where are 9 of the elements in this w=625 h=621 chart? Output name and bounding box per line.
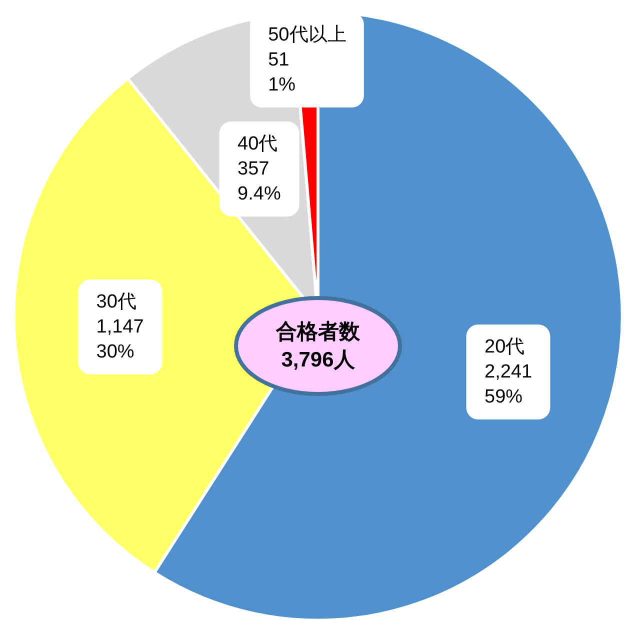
text: 合格者数 3,796人 bbox=[275, 320, 361, 372]
slice-label: 30代 bbox=[96, 291, 136, 312]
slice-label: 40代 bbox=[238, 133, 278, 154]
data-label: 357 9.4% bbox=[238, 158, 281, 204]
data-label: 1,147 30% bbox=[96, 316, 144, 362]
slice-label: 50代以上 bbox=[268, 24, 346, 46]
data-label: 2,241 59% bbox=[484, 361, 532, 408]
slice-label: 20代 bbox=[484, 336, 525, 358]
data-label: 51 1% bbox=[268, 50, 296, 96]
